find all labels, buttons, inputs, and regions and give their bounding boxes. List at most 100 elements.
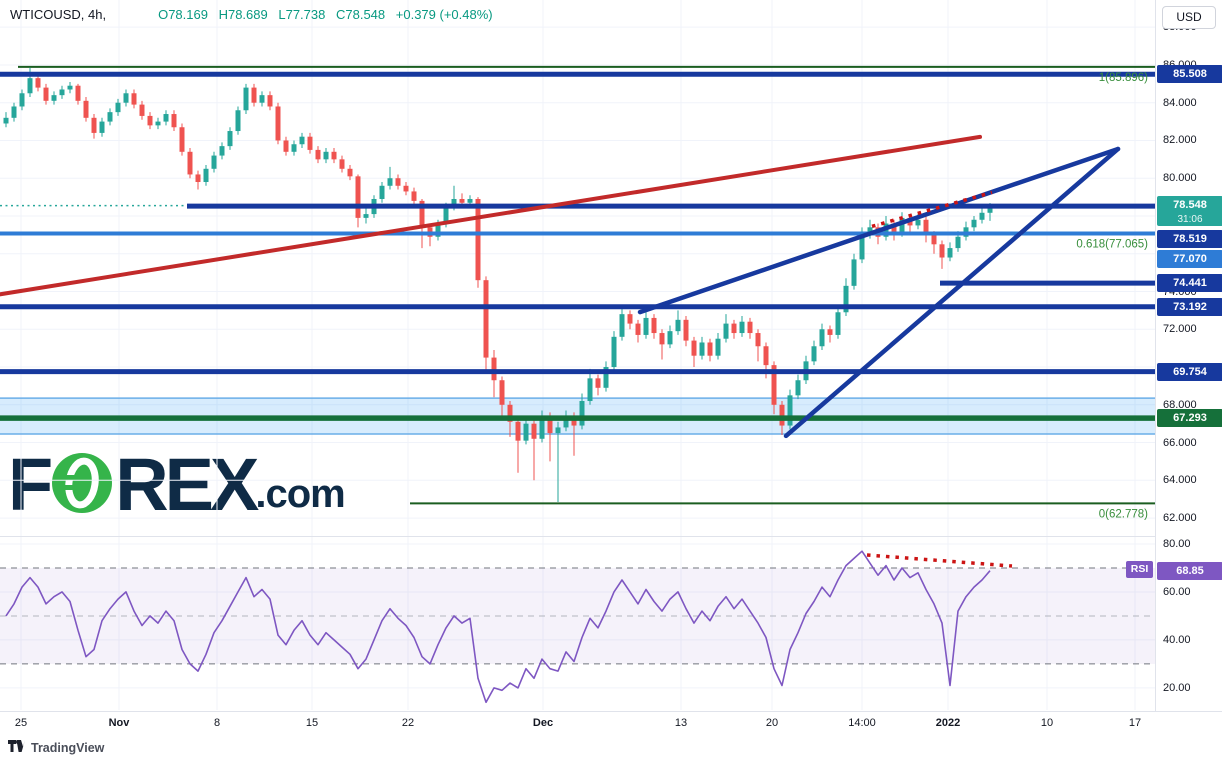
blue-wedge-upper-trendline[interactable]	[637, 146, 1121, 315]
rsi-indicator-label: RSI	[1126, 561, 1153, 578]
candle-body	[299, 136, 305, 145]
price-dotted-line[interactable]	[871, 190, 993, 229]
forexcom-o-icon	[51, 452, 113, 519]
candle-body	[659, 333, 665, 345]
candle-body	[331, 151, 337, 160]
candle-body	[347, 168, 353, 177]
fib-label: 0.618(77.065)	[1076, 239, 1148, 251]
candle-body	[939, 244, 945, 258]
candle-body	[379, 185, 385, 199]
time-label-20: 20	[765, 717, 779, 729]
watermark-f: F	[8, 443, 53, 526]
time-label-22: 22	[401, 717, 415, 729]
candle-body	[707, 342, 713, 356]
candle-body	[291, 144, 297, 152]
candle-body	[115, 102, 121, 113]
candle-body	[683, 319, 689, 341]
currency-button[interactable]: USD	[1162, 6, 1216, 29]
candle-body	[587, 378, 593, 402]
candle-body	[51, 95, 57, 101]
rsi-tick: 80.00	[1163, 537, 1191, 550]
candle-body	[811, 346, 817, 362]
candle-body	[651, 317, 657, 334]
tradingview-logo-icon	[8, 740, 25, 752]
rsi-dotted-line[interactable]	[866, 553, 1013, 568]
candle-body	[195, 174, 201, 183]
tradingview-attribution[interactable]: TradingView	[8, 740, 104, 755]
candle-body	[675, 319, 681, 332]
candle-body	[83, 100, 89, 118]
candle-body	[787, 395, 793, 426]
candle-body	[899, 217, 905, 233]
candle-body	[507, 404, 513, 422]
time-label-17: 17	[1128, 717, 1142, 729]
candle-body	[499, 380, 505, 405]
time-label-15: 15	[305, 717, 319, 729]
fib-label: 0(62.778)	[1099, 508, 1148, 520]
forexcom-watermark: F REX .com	[8, 443, 346, 526]
candle-body	[619, 314, 625, 337]
price-badge-69.754: 69.754	[1157, 362, 1222, 381]
candle-body	[771, 365, 777, 405]
candle-body	[763, 346, 769, 366]
candle-body	[355, 176, 361, 218]
price-badge-78.519: 78.519	[1157, 230, 1222, 248]
candle-body	[827, 329, 833, 335]
candle-body	[483, 280, 489, 358]
candle-body	[491, 357, 497, 381]
candle-body	[339, 159, 345, 169]
price-badge-68.85: 68.85	[1157, 561, 1222, 580]
candle-body	[531, 423, 537, 439]
price-tick: 72.000	[1163, 323, 1197, 336]
candle-body	[555, 427, 561, 434]
candle-body	[275, 106, 281, 141]
tradingview-text: TradingView	[31, 740, 105, 755]
candle-body	[267, 95, 273, 107]
price-tick: 80.000	[1163, 172, 1197, 185]
candle-body	[235, 110, 241, 132]
price-badge-73.192: 73.192	[1157, 297, 1222, 316]
price-tick: 64.000	[1163, 474, 1197, 487]
candle-body	[35, 78, 41, 88]
time-axis[interactable]: 25 Nov 8 15 22 Dec 13 20 14:00 2022 10 17	[0, 711, 1222, 737]
candle-body	[19, 93, 25, 107]
candle-body	[699, 342, 705, 356]
candle-body	[3, 117, 9, 124]
candle-body	[155, 121, 161, 126]
candle-body	[243, 87, 249, 111]
candle-body	[755, 333, 761, 347]
candle-body	[563, 416, 569, 428]
time-label-14:00: 14:00	[848, 717, 876, 729]
candle-body	[107, 112, 113, 122]
candle-body	[203, 168, 209, 183]
rsi-tick: 20.00	[1163, 681, 1191, 694]
candle-body	[779, 404, 785, 426]
candle-body	[795, 380, 801, 396]
candle-body	[627, 314, 633, 324]
candle-body	[923, 219, 929, 235]
candle-body	[451, 198, 457, 207]
candles-group	[3, 67, 993, 503]
time-label-Nov: Nov	[108, 717, 130, 729]
candle-body	[179, 127, 185, 152]
fib-label: 1(85.896)	[1099, 72, 1148, 84]
candle-body	[307, 136, 313, 150]
blue-wedge-lower-trendline[interactable]	[783, 146, 1121, 439]
time-label-8: 8	[213, 717, 221, 729]
red-resistance-trendline[interactable]	[0, 134, 982, 297]
candle-body	[691, 340, 697, 356]
candle-body	[403, 185, 409, 192]
price-scale[interactable]: USD 88.00086.00084.00082.00080.00074.000…	[1155, 0, 1222, 711]
candle-body	[419, 200, 425, 228]
candle-body	[323, 151, 329, 160]
candle-body	[931, 234, 937, 245]
candle-body	[987, 205, 993, 213]
candle-body	[739, 321, 745, 334]
time-label-25: 25	[14, 717, 28, 729]
candle-body	[635, 323, 641, 335]
rsi-tick: 60.00	[1163, 585, 1191, 598]
candle-body	[603, 367, 609, 388]
candle-body	[723, 323, 729, 339]
